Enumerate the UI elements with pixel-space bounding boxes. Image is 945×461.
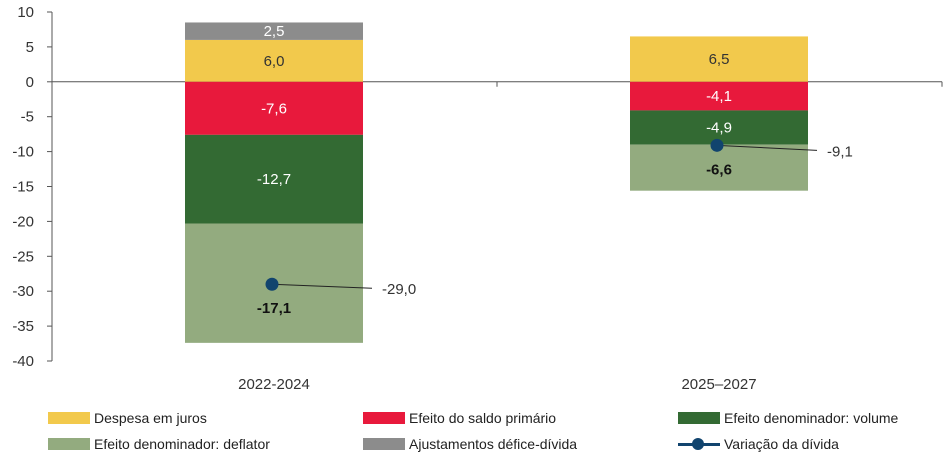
legend-label: Efeito denominador: deflator [94, 436, 270, 452]
axis-layer: 10 5 0 -5 -10 -15 -20 -25 -30 -35 -40 [12, 4, 943, 370]
legend-line-marker-icon [678, 438, 720, 450]
x-tick-label: 2025–2027 [681, 376, 756, 393]
bar-segment [630, 36, 808, 82]
legend-item-ajustamentos: Ajustamentos défice-dívida [363, 434, 577, 454]
bar-value-label: -17,1 [257, 300, 291, 317]
legend-item-despesa-juros: Despesa em juros [48, 408, 207, 428]
bar-segment [630, 144, 808, 191]
bar-value-label: 2,5 [264, 23, 285, 40]
y-tick-label: 5 [26, 39, 34, 56]
legend-item-saldo-primario: Efeito do saldo primário [363, 408, 556, 428]
legend-swatch [48, 438, 90, 450]
legend-swatch [48, 412, 90, 424]
legend-label: Variação da dívida [724, 436, 839, 452]
y-tick-label: 0 [26, 74, 34, 91]
y-tick-label: 10 [17, 4, 34, 21]
legend-label: Efeito denominador: volume [724, 410, 899, 426]
leader-line [271, 283, 373, 289]
label-layer: 6,0 6,5 -7,6 -4,1 -12,7 -4,9 -17,1 -6,6 2,5 [257, 23, 732, 317]
bar-segment [185, 22, 363, 40]
legend-swatch [363, 412, 405, 424]
bar-value-label: -6,6 [706, 161, 732, 178]
y-tick-label: -25 [12, 248, 34, 265]
legend-item-denominador-volume: Efeito denominador: volume [678, 408, 898, 428]
bar-segment [630, 110, 808, 145]
x-tick-label: 2022-2024 [238, 376, 310, 393]
y-tick-label: -20 [12, 213, 34, 230]
legend-swatch [678, 412, 720, 424]
legend: Despesa em juros Efeito do saldo primári… [0, 405, 945, 461]
legend-swatch [363, 438, 405, 450]
y-tick-label: -40 [12, 353, 34, 370]
debt-change-marker [710, 138, 724, 152]
leader-line [716, 144, 818, 151]
xlabel-layer: 2022-2024 2025–2027 [238, 376, 756, 393]
bar-layer [185, 22, 808, 343]
legend-item-denominador-deflator: Efeito denominador: deflator [48, 434, 270, 454]
debt-change-label: -9,1 [827, 143, 853, 160]
y-tick-label: -15 [12, 179, 34, 196]
bar-value-label: 6,0 [264, 53, 285, 70]
bar-value-label: -7,6 [261, 100, 287, 117]
y-tick-label: -10 [12, 144, 34, 161]
bar-value-label: -4,9 [706, 120, 732, 137]
legend-item-variacao-divida: Variação da dívida [678, 434, 839, 454]
bar-segment [185, 81, 363, 135]
bar-segment [185, 39, 363, 82]
bar-segment [630, 81, 808, 111]
legend-label: Despesa em juros [94, 410, 207, 426]
bar-value-label: -4,1 [706, 88, 732, 105]
bar-value-label: 6,5 [709, 51, 730, 68]
debt-change-label: -29,0 [382, 281, 416, 298]
debt-change-marker [265, 277, 279, 291]
y-tick-label: -35 [12, 318, 34, 335]
y-tick-label: -5 [21, 109, 34, 126]
marker-layer: -29,0 -9,1 [265, 138, 853, 298]
legend-label: Efeito do saldo primário [409, 410, 557, 426]
bar-value-label: -12,7 [257, 171, 291, 188]
legend-label: Ajustamentos défice-dívida [409, 436, 578, 452]
y-tick-label: -30 [12, 283, 34, 300]
bar-segment [185, 134, 363, 224]
